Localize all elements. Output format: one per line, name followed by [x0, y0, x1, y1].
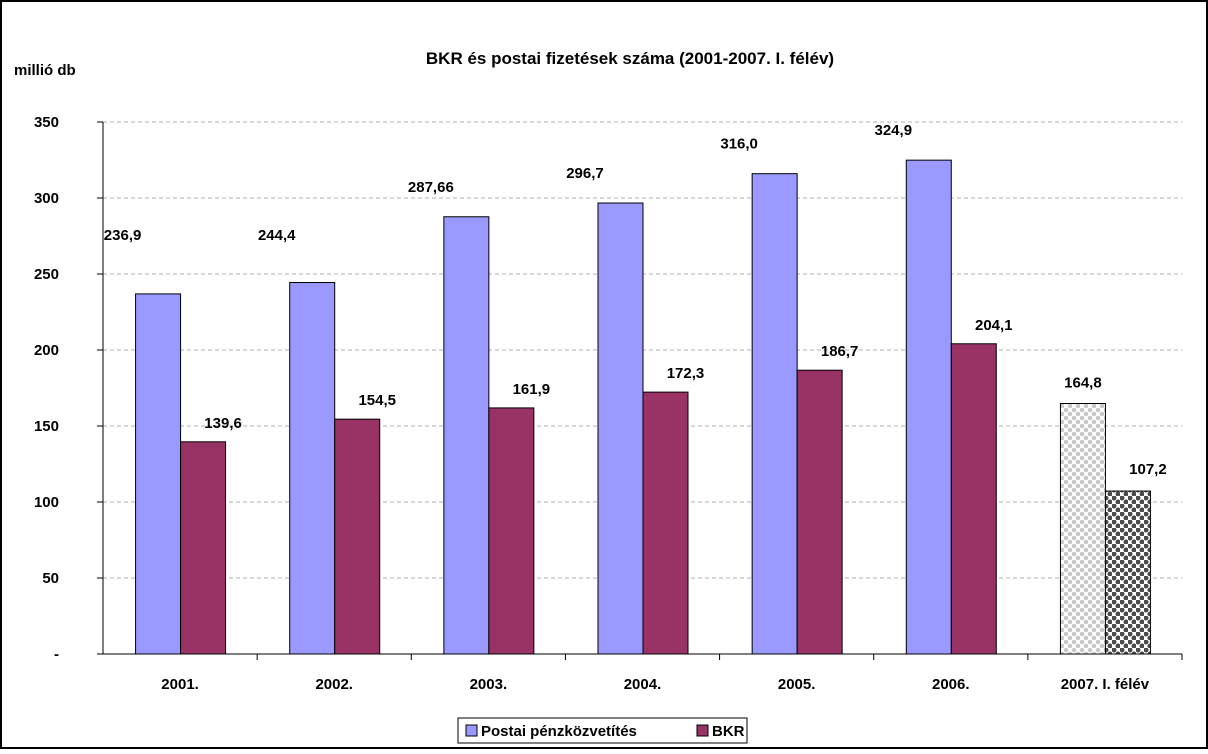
- y-axis-label: millió db: [14, 62, 76, 79]
- x-tick-label: 2006.: [932, 676, 970, 693]
- data-label: 164,8: [1064, 375, 1102, 392]
- y-tick-label: 50: [42, 570, 59, 587]
- x-tick-label: 2003.: [470, 676, 508, 693]
- data-label: 154,5: [358, 392, 396, 409]
- bar: [488, 407, 535, 655]
- bar: [751, 173, 798, 655]
- bars: [135, 159, 1151, 655]
- y-tick-label: 150: [34, 418, 59, 435]
- bar: [180, 441, 227, 655]
- legend-swatch-postai: [465, 724, 478, 737]
- bar: [950, 343, 997, 655]
- data-label: 324,9: [875, 122, 913, 139]
- legend-swatch-bkr: [696, 724, 709, 737]
- x-tick-label: 2001.: [161, 676, 199, 693]
- chart-title: BKR és postai fizetések száma (2001-2007…: [426, 49, 834, 68]
- data-labels: 236,9 139,6 244,4 154,5 287,66 161,9 296,7 172,…: [104, 122, 1167, 478]
- bar: [1059, 403, 1106, 655]
- data-label: 244,4: [258, 227, 296, 244]
- bar: [796, 369, 843, 655]
- data-label: 161,9: [513, 381, 551, 398]
- data-label: 204,1: [975, 317, 1013, 334]
- x-tick-labels: 2001. 2002. 2003. 2004. 2005. 2006. 2007. I. f…: [161, 676, 1149, 693]
- legend-label-postai: Postai pénzközvetítés: [481, 723, 637, 740]
- y-tick-label: 200: [34, 342, 59, 359]
- bar: [597, 202, 644, 655]
- data-label: 236,9: [104, 227, 142, 244]
- data-label: 186,7: [821, 343, 859, 360]
- y-tick-label: 250: [34, 266, 59, 283]
- x-tick-label: 2004.: [624, 676, 662, 693]
- data-label: 107,2: [1129, 461, 1167, 478]
- x-tick-label: 2002.: [315, 676, 353, 693]
- y-tick-label: 300: [34, 190, 59, 207]
- data-label: 139,6: [204, 415, 242, 432]
- bar: [1104, 490, 1151, 655]
- bar: [443, 216, 490, 655]
- data-label: 287,66: [408, 179, 454, 196]
- y-tick-label: -: [54, 646, 59, 663]
- legend: Postai pénzközvetítés BKR: [457, 717, 748, 744]
- data-label: 316,0: [720, 136, 758, 153]
- bar: [642, 391, 689, 655]
- data-label: 296,7: [566, 165, 604, 182]
- data-label: 172,3: [667, 365, 705, 382]
- legend-label-bkr: BKR: [712, 723, 745, 740]
- x-tick-label: 2007. I. félév: [1061, 676, 1150, 693]
- y-tick-label: 100: [34, 494, 59, 511]
- bar: [289, 282, 336, 655]
- bar: [905, 159, 952, 655]
- y-tick-labels: - 50 100 150 200 250 300 350: [34, 114, 59, 663]
- y-tick-label: 350: [34, 114, 59, 131]
- bar: [135, 293, 182, 655]
- x-tick-label: 2005.: [778, 676, 816, 693]
- bar: [334, 418, 381, 655]
